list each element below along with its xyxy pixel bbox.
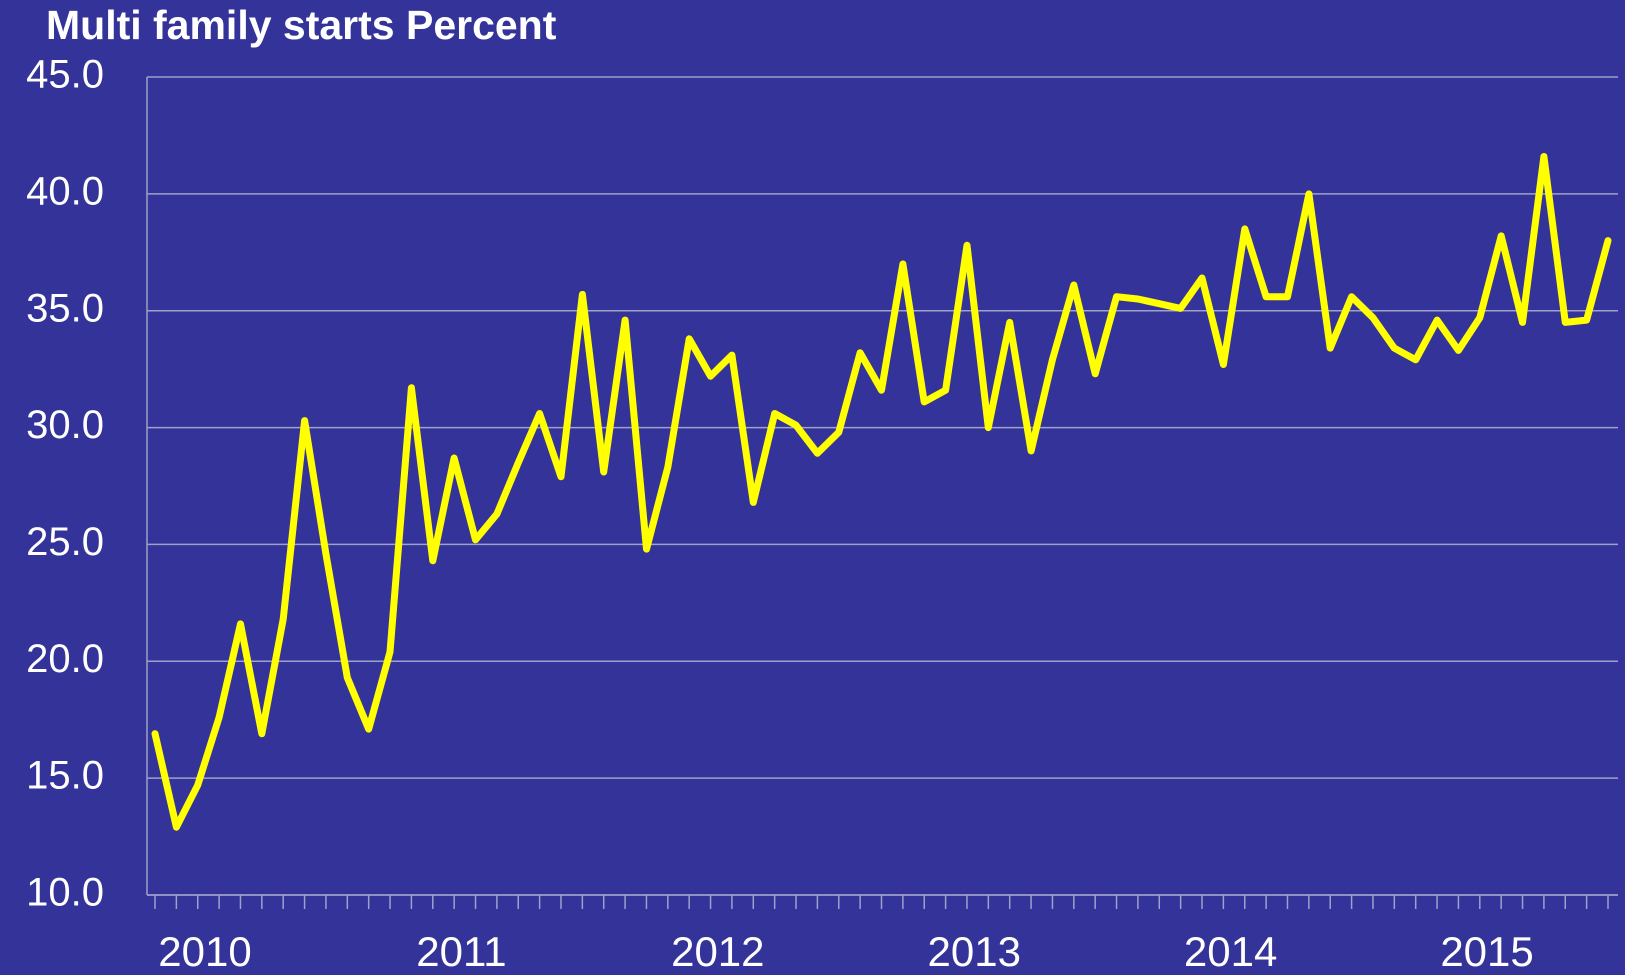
y-tick-label: 15.0 — [26, 754, 104, 798]
y-tick-label: 25.0 — [26, 520, 104, 564]
x-tick-label: 2013 — [928, 928, 1021, 975]
y-tick-label: 40.0 — [26, 169, 104, 213]
x-tick-label: 2015 — [1440, 928, 1533, 975]
data-line — [151, 153, 1612, 831]
x-tick-label: 2010 — [158, 928, 251, 975]
x-tick-label: 2011 — [416, 928, 506, 975]
y-tick-label: 10.0 — [26, 871, 104, 915]
y-tick-label: 30.0 — [26, 403, 104, 447]
x-tick-label: 2012 — [671, 928, 764, 975]
x-tick-label: 2014 — [1184, 928, 1277, 975]
chart-title: Multi family starts Percent — [46, 2, 557, 48]
y-tick-label: 20.0 — [26, 637, 104, 681]
y-tick-label: 45.0 — [26, 53, 104, 97]
y-tick-label: 35.0 — [26, 286, 104, 330]
